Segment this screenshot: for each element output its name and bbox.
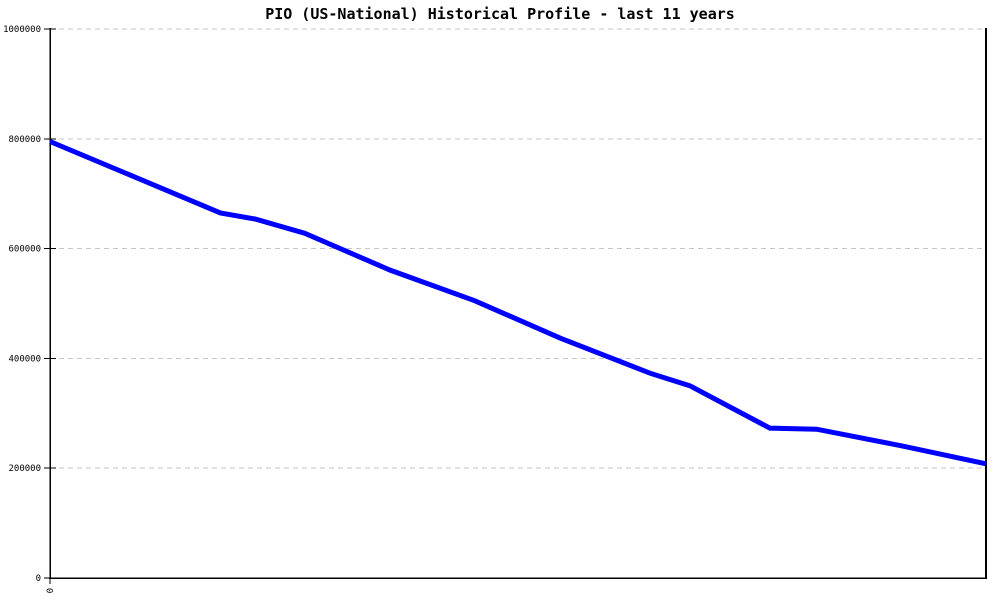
y-axis-label: 0 <box>36 574 41 584</box>
y-axis-label: 1000000 <box>3 25 41 35</box>
chart-title: PIO (US-National) Historical Profile - l… <box>265 5 735 23</box>
y-axis-label: 400000 <box>8 354 41 364</box>
y-axis-label: 200000 <box>8 464 41 474</box>
y-axis-label: 600000 <box>8 245 41 255</box>
y-axis-label: 800000 <box>8 135 41 145</box>
data-line-pio-us-national- <box>49 139 987 467</box>
x-axis-label: 0 <box>46 588 56 593</box>
